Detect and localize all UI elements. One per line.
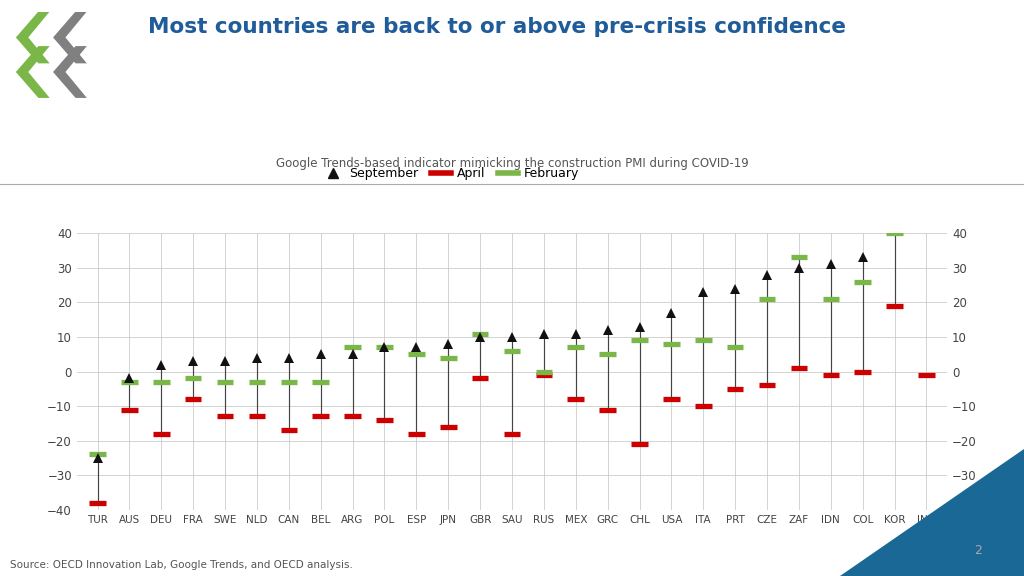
Polygon shape [16, 46, 50, 98]
Legend: September, April, February: September, April, February [317, 162, 585, 185]
Text: Google Trends-based indicator mimicking the construction PMI during COVID-19: Google Trends-based indicator mimicking … [275, 157, 749, 170]
Polygon shape [53, 12, 87, 63]
Text: Source: OECD Innovation Lab, Google Trends, and OECD analysis.: Source: OECD Innovation Lab, Google Tren… [10, 560, 353, 570]
Text: Most countries are back to or above pre-crisis confidence: Most countries are back to or above pre-… [148, 17, 847, 37]
Text: 2: 2 [974, 544, 982, 556]
Polygon shape [16, 12, 50, 63]
Polygon shape [840, 449, 1024, 576]
Polygon shape [53, 46, 87, 98]
